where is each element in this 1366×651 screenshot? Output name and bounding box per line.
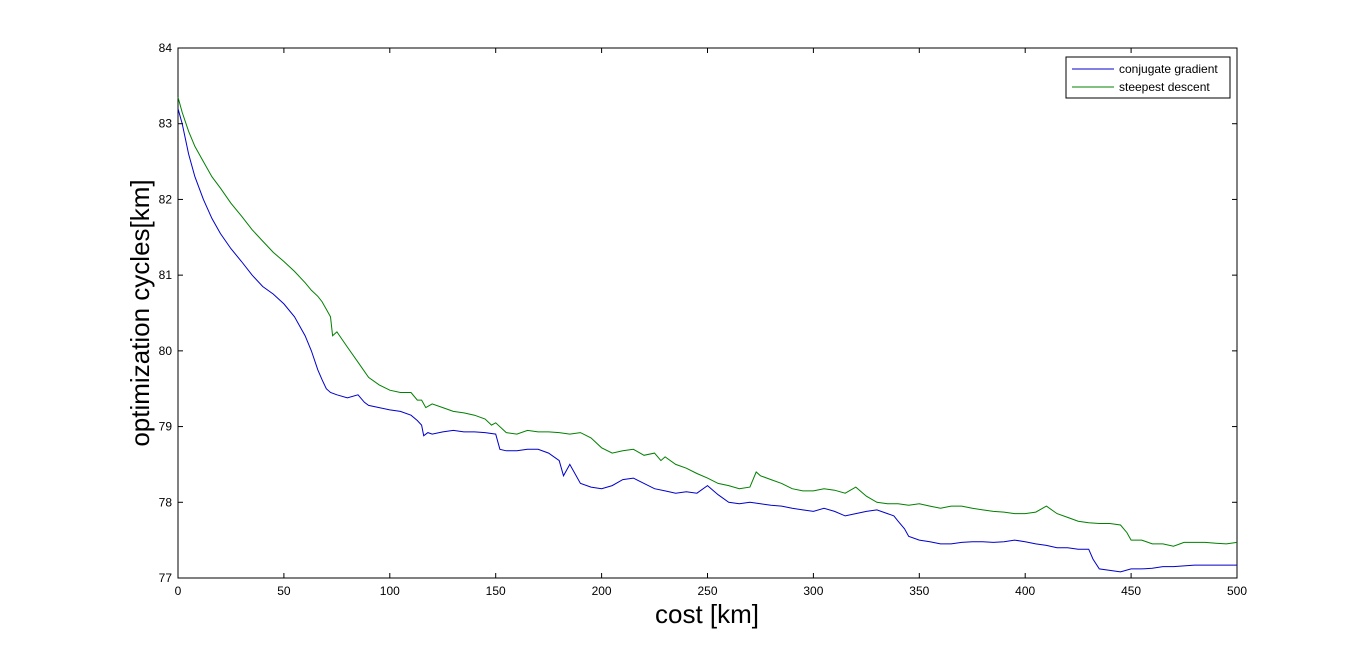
series-line-steepest-descent — [177, 97, 1238, 547]
plot-area — [177, 47, 1238, 579]
x-tick-label: 450 — [1121, 584, 1141, 598]
y-tick-label: 77 — [159, 571, 173, 585]
x-tick-label: 150 — [486, 584, 506, 598]
y-tick-label: 78 — [159, 495, 173, 509]
x-tick-label: 400 — [1015, 584, 1035, 598]
y-axis-title: optimization cycles[km] — [125, 179, 155, 446]
legend-box — [1065, 56, 1231, 99]
legend: conjugate gradient steepest descent — [1065, 56, 1231, 99]
x-tick-label: 300 — [803, 584, 823, 598]
y-tick-label: 80 — [159, 344, 173, 358]
legend-label-steepest-descent: steepest descent — [1119, 80, 1210, 94]
x-tick-label: 500 — [1227, 584, 1247, 598]
x-tick-label: 0 — [175, 584, 182, 598]
legend-label-conjugate-gradient: conjugate gradient — [1119, 62, 1218, 76]
series-layer — [177, 97, 1238, 573]
y-tick-label: 82 — [159, 192, 173, 206]
x-tick-label: 350 — [909, 584, 929, 598]
y-tick-label: 83 — [159, 117, 173, 131]
y-tick-label: 79 — [159, 420, 173, 434]
x-tick-label: 100 — [380, 584, 400, 598]
y-tick-label: 84 — [159, 41, 173, 55]
ticks-layer: 0 50 100 150 200 250 300 350 400 450 500 77 78 79 80 81… — [159, 41, 1248, 598]
x-tick-label: 250 — [697, 584, 717, 598]
x-tick-label: 200 — [592, 584, 612, 598]
x-tick-label: 50 — [277, 584, 291, 598]
y-tick-label: 81 — [159, 268, 173, 282]
series-line-conjugate-gradient — [177, 108, 1237, 573]
x-axis-title: cost [km] — [655, 599, 759, 629]
